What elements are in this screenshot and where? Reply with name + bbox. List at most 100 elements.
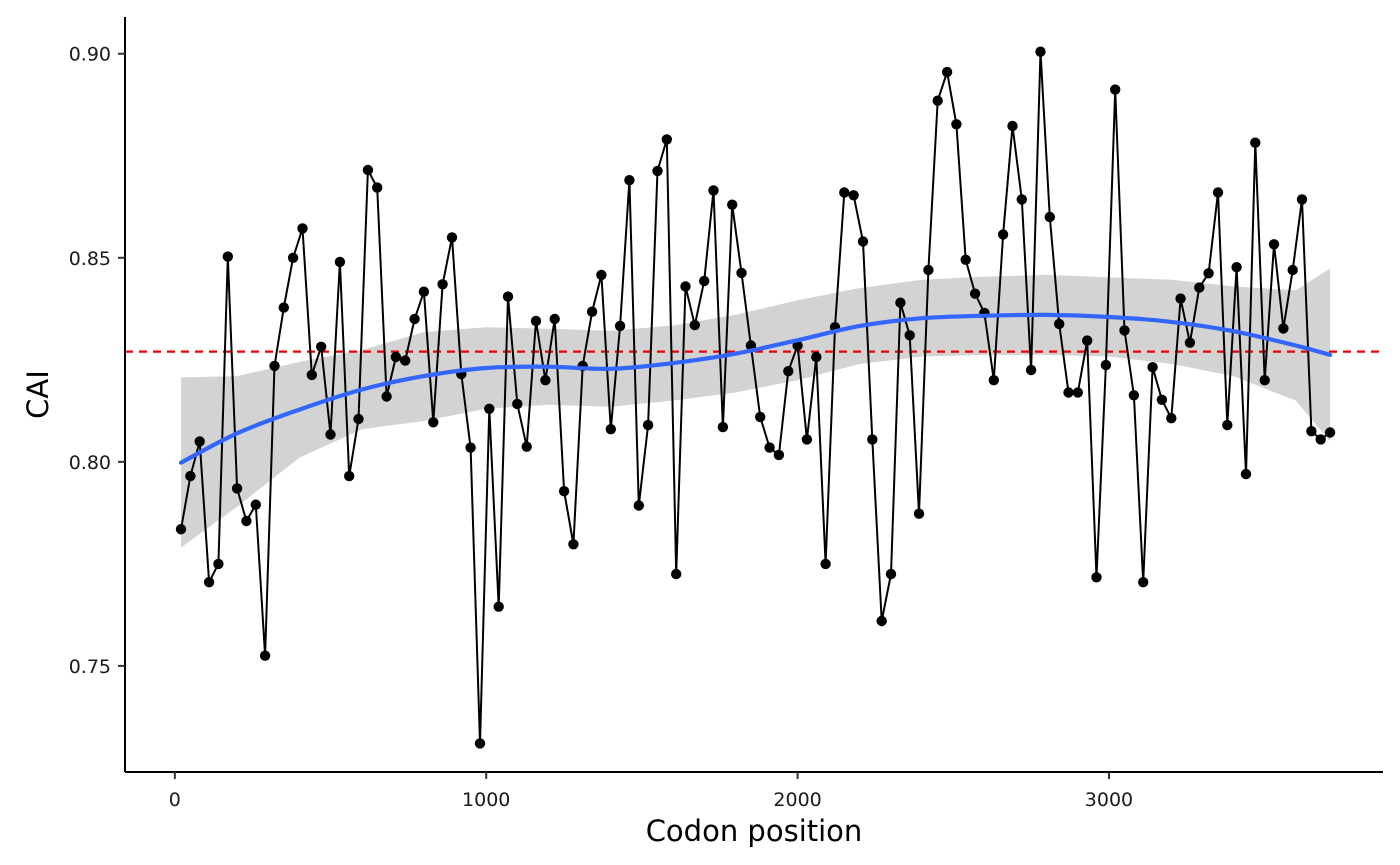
data-point: [820, 558, 831, 570]
confidence-ribbon: [181, 268, 1331, 548]
data-point: [671, 568, 682, 580]
data-point: [699, 275, 710, 287]
data-point: [614, 320, 626, 332]
data-point: [988, 375, 999, 386]
data-point: [885, 568, 897, 580]
data-point: [783, 366, 794, 377]
data-point: [549, 313, 560, 325]
data-point: [1016, 194, 1027, 205]
data-point: [904, 330, 915, 341]
data-point: [1100, 359, 1112, 371]
data-point: [1091, 572, 1102, 583]
data-point: [1259, 375, 1270, 386]
data-point: [839, 187, 850, 198]
data-point: [960, 254, 971, 265]
data-point: [1063, 387, 1074, 398]
data-point: [941, 66, 953, 78]
data-point: [1147, 362, 1158, 373]
data-point: [1184, 337, 1196, 348]
data-point: [1315, 434, 1326, 445]
data-point: [1044, 211, 1056, 223]
data-point: [1212, 187, 1224, 198]
data-point: [661, 134, 672, 145]
data-point: [969, 288, 981, 299]
data-point: [1250, 137, 1261, 148]
data-point: [409, 313, 420, 325]
data-point: [381, 391, 392, 402]
data-point: [624, 175, 635, 186]
y-tick-label: 0.75: [69, 656, 111, 678]
y-tick-label: 0.85: [69, 248, 111, 270]
x-tick-label: 0: [169, 789, 181, 811]
data-point: [951, 119, 962, 130]
data-point: [316, 341, 327, 352]
data-point: [773, 449, 785, 461]
data-point: [1128, 390, 1140, 401]
data-point: [465, 442, 476, 453]
data-point: [997, 229, 1009, 240]
data-point: [428, 417, 439, 428]
data-line: [180, 51, 1331, 744]
data-point: [1156, 394, 1168, 405]
data-point: [558, 486, 570, 497]
data-point: [717, 421, 729, 433]
y-tick-label: 0.90: [69, 44, 111, 66]
data-point: [325, 429, 336, 440]
data-point: [1119, 325, 1130, 336]
data-point: [231, 483, 243, 494]
data-point: [259, 650, 271, 661]
data-point: [1110, 84, 1121, 95]
data-point: [1287, 264, 1298, 276]
data-point: [642, 419, 654, 431]
data-point: [913, 508, 925, 519]
data-point: [932, 95, 943, 106]
data-point: [1240, 468, 1252, 480]
data-point: [306, 369, 317, 381]
data-point: [344, 470, 355, 482]
data-point: [1175, 293, 1186, 304]
data-point: [736, 267, 747, 279]
data-point: [474, 738, 486, 749]
data-point: [596, 269, 607, 281]
data-point: [895, 297, 906, 308]
data-point: [185, 470, 196, 482]
data-point: [1138, 577, 1149, 588]
data-point: [1306, 426, 1317, 437]
y-axis-title: CAI: [21, 370, 55, 419]
x-tick-label: 1000: [462, 789, 510, 811]
data-point: [493, 601, 504, 612]
data-point: [755, 411, 766, 423]
data-point: [811, 351, 822, 363]
data-point: [353, 413, 364, 425]
data-point: [437, 279, 448, 290]
x-tick-label: 2000: [773, 789, 821, 811]
data-point: [484, 403, 495, 414]
data-line-layer: [180, 51, 1331, 744]
data-point: [362, 164, 374, 176]
data-point: [269, 360, 280, 372]
data-point: [1035, 46, 1046, 57]
data-point: [1231, 262, 1242, 273]
data-point: [1166, 413, 1177, 424]
confidence-ribbon-layer: [181, 268, 1331, 548]
data-point: [390, 351, 402, 363]
data-point: [1054, 318, 1065, 330]
data-point: [633, 500, 644, 511]
data-point: [652, 165, 663, 177]
data-point: [867, 434, 878, 445]
y-tick-label: 0.80: [69, 452, 111, 474]
smooth-line-layer: [178, 312, 1333, 465]
data-point: [1296, 194, 1308, 205]
data-point: [1072, 387, 1084, 398]
data-point: [241, 515, 252, 527]
data-point: [1203, 268, 1214, 279]
data-point: [530, 315, 542, 327]
data-point: [586, 306, 598, 317]
data-point: [689, 319, 700, 331]
data-point: [400, 355, 411, 366]
data-point: [1324, 427, 1336, 438]
data-point: [1268, 239, 1280, 250]
data-point: [848, 190, 859, 201]
data-point: [680, 281, 691, 292]
